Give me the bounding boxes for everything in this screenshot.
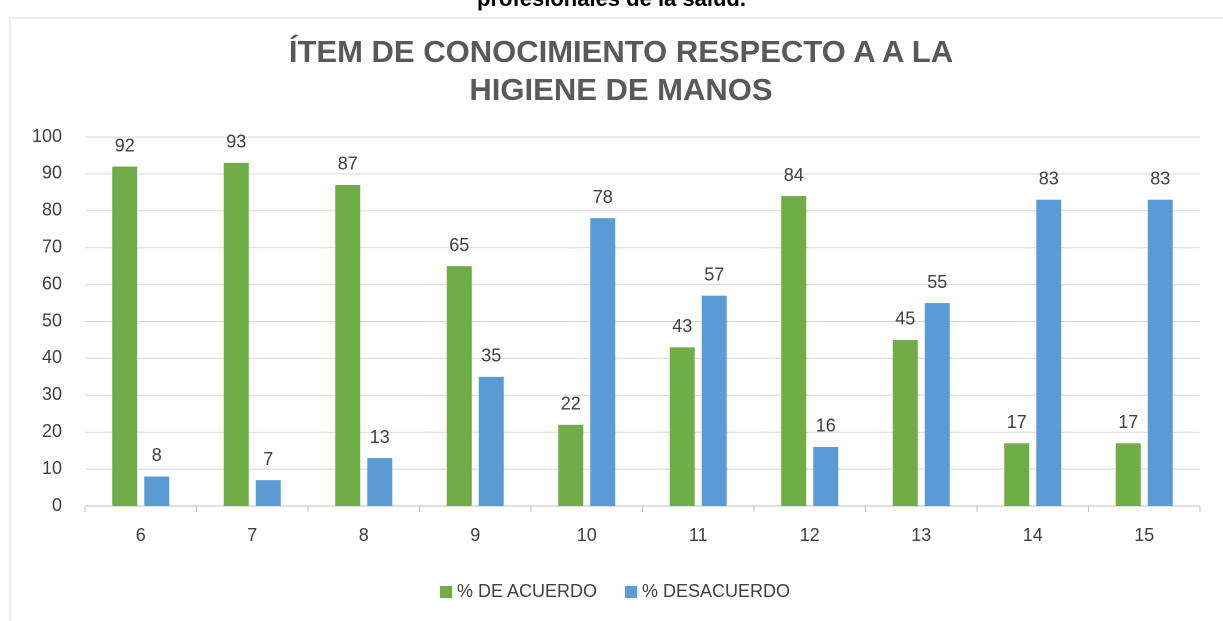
data-label: 35 [481, 346, 501, 366]
data-label: 8 [152, 445, 162, 465]
legend-swatch [440, 586, 452, 598]
caption: profesionales de la salud. [0, 0, 1223, 12]
data-label: 78 [593, 187, 613, 207]
bar [924, 303, 950, 506]
data-label: 65 [449, 235, 469, 255]
legend-swatch [625, 586, 638, 598]
bar [669, 347, 695, 506]
y-tick-label: 100 [32, 126, 62, 146]
data-label: 84 [784, 165, 804, 185]
bar [367, 458, 393, 506]
y-tick-label: 90 [42, 163, 62, 183]
y-tick-label: 10 [42, 458, 62, 478]
y-tick-label: 30 [42, 384, 62, 404]
y-tick-label: 80 [42, 200, 62, 220]
data-label: 83 [1039, 168, 1059, 188]
bar [1115, 443, 1141, 506]
y-tick-label: 50 [42, 310, 62, 330]
data-label: 7 [263, 449, 273, 469]
chart-title: ÍTEM DE CONOCIMIENTO RESPECTO A A LA HIG… [288, 34, 954, 107]
x-tick-label: 10 [577, 525, 597, 545]
bar [1036, 199, 1062, 507]
legend-label: % DESACUERDO [642, 581, 790, 601]
data-label: 83 [1150, 168, 1170, 188]
legend-label: % DE ACUERDO [457, 581, 597, 601]
bar [478, 376, 504, 506]
x-tick-label: 11 [689, 525, 708, 545]
y-tick-label: 20 [42, 421, 62, 441]
data-label: 45 [895, 309, 915, 329]
bar [558, 424, 584, 506]
x-tick-label: 6 [136, 525, 146, 545]
data-label: 57 [704, 264, 724, 284]
data-label: 92 [115, 135, 135, 155]
bar [1147, 199, 1173, 507]
x-tick-label: 14 [1023, 525, 1043, 545]
y-tick-label: 60 [42, 273, 62, 293]
x-tick-label: 7 [247, 525, 257, 545]
data-label: 16 [816, 416, 836, 436]
bar [255, 480, 281, 506]
bar [112, 166, 138, 506]
x-tick-label: 12 [800, 525, 820, 545]
chart-frame [9, 17, 1223, 621]
bar [701, 295, 727, 506]
bar [335, 184, 361, 506]
bar [813, 446, 839, 506]
bar [590, 218, 616, 506]
x-tick-label: 15 [1134, 525, 1154, 545]
data-label: 87 [338, 154, 358, 174]
bar [446, 266, 472, 506]
data-label: 43 [672, 316, 692, 336]
bar [781, 196, 807, 507]
y-tick-label: 70 [42, 236, 62, 256]
x-tick-label: 8 [359, 525, 369, 545]
data-label: 13 [370, 427, 390, 447]
bar [892, 339, 918, 506]
bar [223, 162, 249, 506]
x-tick-label: 9 [470, 525, 480, 545]
data-label: 93 [226, 132, 246, 152]
data-label: 22 [561, 394, 581, 414]
y-tick-label: 40 [42, 347, 62, 367]
x-tick-label: 13 [911, 525, 931, 545]
bar [144, 476, 170, 506]
data-label: 17 [1118, 412, 1138, 432]
data-label: 55 [927, 272, 947, 292]
data-label: 17 [1007, 412, 1027, 432]
y-tick-label: 0 [52, 495, 62, 515]
bar [1004, 443, 1030, 506]
